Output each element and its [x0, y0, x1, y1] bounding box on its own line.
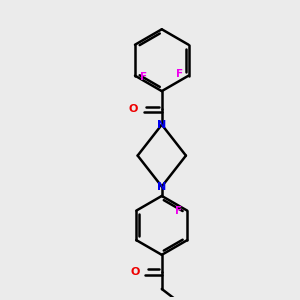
Text: N: N — [157, 120, 167, 130]
Text: O: O — [130, 267, 140, 277]
Text: O: O — [129, 104, 138, 114]
Text: F: F — [176, 69, 184, 79]
Text: F: F — [175, 206, 182, 216]
Text: F: F — [140, 72, 147, 82]
Text: N: N — [157, 182, 167, 191]
